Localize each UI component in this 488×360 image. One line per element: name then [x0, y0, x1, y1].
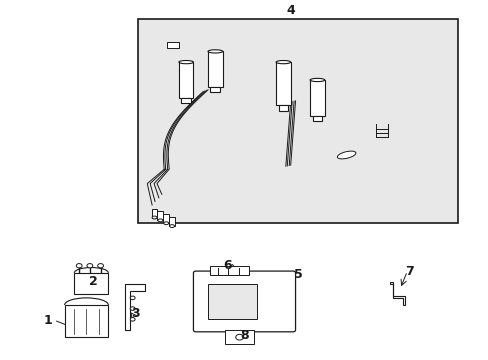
Circle shape [76, 264, 82, 268]
Bar [179, 62, 193, 98]
Ellipse shape [207, 50, 222, 53]
Ellipse shape [179, 60, 193, 64]
Bar [181, 98, 190, 103]
Text: 5: 5 [293, 268, 302, 281]
Text: 4: 4 [286, 4, 294, 17]
Bar [210, 266, 249, 275]
Bar [74, 273, 108, 294]
Polygon shape [389, 282, 404, 305]
Circle shape [87, 264, 93, 268]
Bar [207, 51, 222, 87]
Text: 1: 1 [43, 314, 52, 327]
Bar [166, 42, 179, 48]
Text: 2: 2 [89, 275, 98, 288]
Bar [157, 211, 163, 220]
Bar [309, 80, 324, 116]
Bar [276, 62, 290, 105]
Bar [64, 305, 108, 337]
Ellipse shape [276, 60, 290, 64]
Bar [224, 330, 254, 344]
FancyBboxPatch shape [193, 271, 295, 332]
Bar [169, 217, 175, 226]
Bar [163, 214, 169, 223]
Bar [151, 208, 157, 217]
Circle shape [130, 296, 135, 300]
Circle shape [130, 318, 135, 321]
Circle shape [98, 264, 103, 268]
Bar [210, 87, 220, 93]
Text: 8: 8 [240, 329, 248, 342]
Ellipse shape [158, 219, 163, 222]
Text: 7: 7 [405, 265, 413, 278]
Bar [278, 105, 287, 111]
Bar [312, 116, 322, 121]
Bar [137, 19, 458, 223]
Bar [207, 284, 256, 319]
Ellipse shape [152, 216, 157, 219]
Circle shape [130, 307, 135, 310]
Text: 3: 3 [130, 307, 139, 320]
Text: 6: 6 [223, 259, 231, 272]
Ellipse shape [169, 225, 174, 228]
Ellipse shape [163, 222, 168, 225]
Ellipse shape [309, 78, 324, 82]
Ellipse shape [337, 151, 355, 159]
Circle shape [235, 334, 243, 340]
Polygon shape [125, 284, 144, 330]
